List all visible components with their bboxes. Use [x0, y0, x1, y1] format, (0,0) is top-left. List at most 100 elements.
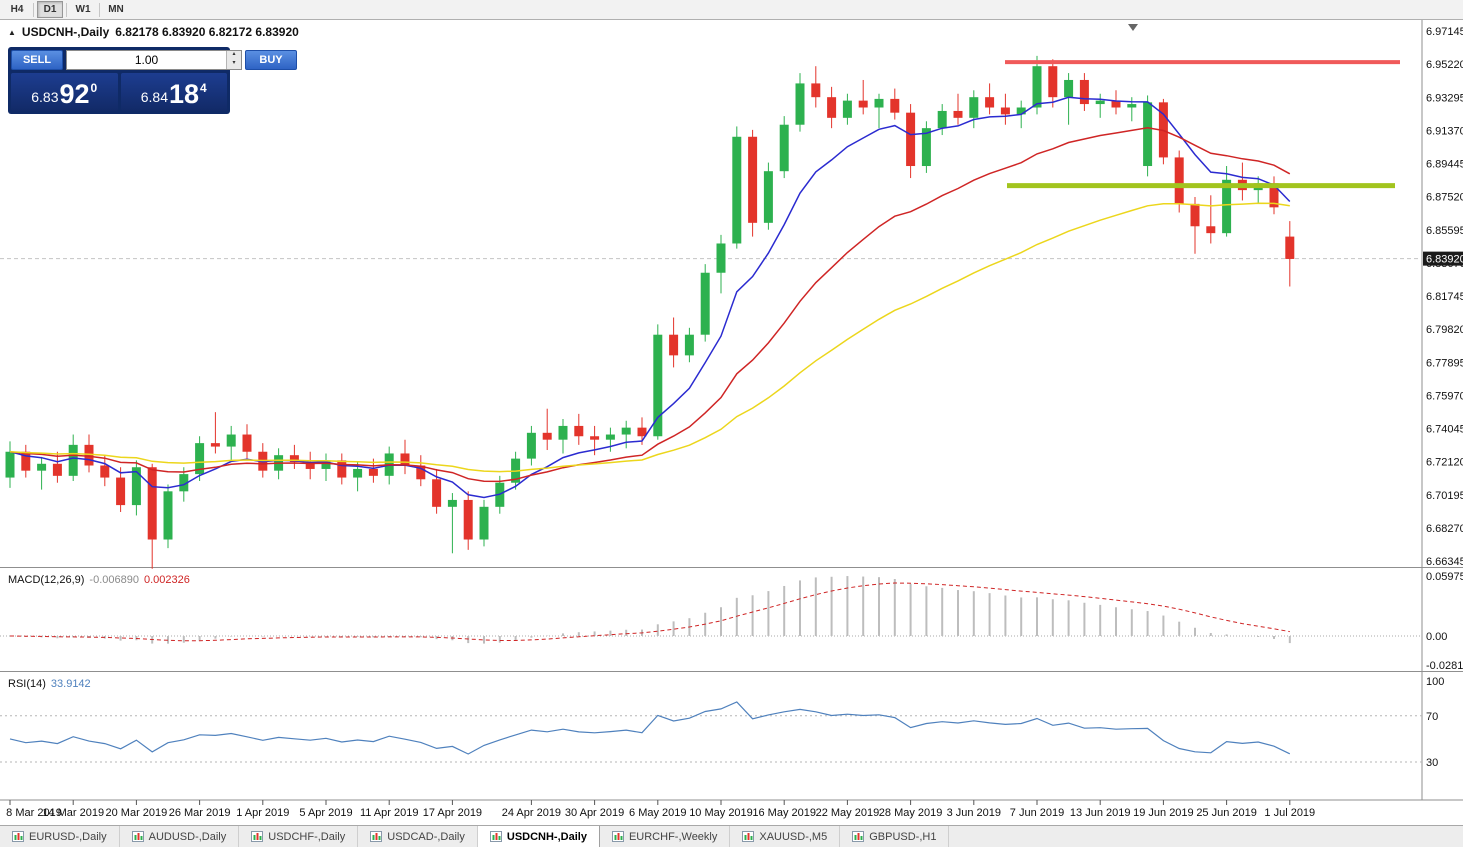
toolbar-separator — [33, 2, 34, 17]
svg-text:20 Mar 2019: 20 Mar 2019 — [106, 807, 168, 819]
svg-text:100: 100 — [1426, 676, 1444, 688]
chart-tab-label: EURUSD-,Daily — [29, 830, 107, 843]
sell-price-main: 92 — [59, 79, 90, 109]
tab-chart-icon — [251, 831, 264, 842]
sell-button[interactable]: SELL — [11, 50, 63, 70]
macd-histogram — [24, 576, 1291, 644]
chart-tab-usdcad-daily[interactable]: USDCAD-,Daily — [358, 826, 478, 847]
macd-axis[interactable]: 0.059758 0.00 -0.02816 — [1426, 571, 1463, 672]
svg-text:11 Apr 2019: 11 Apr 2019 — [360, 807, 419, 819]
tab-chart-icon — [370, 831, 383, 842]
svg-text:28 May 2019: 28 May 2019 — [879, 807, 943, 819]
current-price-badge-text: 6.83920 — [1426, 254, 1463, 266]
sell-price-display[interactable]: 6.83 92 0 — [11, 73, 118, 111]
chart-tab-eurusd-daily[interactable]: EURUSD-,Daily — [0, 826, 120, 847]
chart-tab-usdcnh-daily[interactable]: USDCNH-,Daily — [477, 826, 600, 847]
macd-label: MACD(12,26,9) — [8, 574, 85, 586]
chart-tab-audusd-daily[interactable]: AUDUSD-,Daily — [120, 826, 240, 847]
tab-chart-icon — [131, 831, 144, 842]
rsi-line — [9, 701, 1291, 755]
tab-chart-icon — [12, 831, 24, 842]
svg-text:8 Mar 2019: 8 Mar 2019 — [6, 807, 62, 819]
period-button-group: H4 D1 W1 MN — [4, 1, 129, 18]
svg-text:1 Apr 2019: 1 Apr 2019 — [236, 807, 289, 819]
one-click-collapse-icon[interactable]: ▲ — [8, 27, 16, 37]
price-axis[interactable]: 6.97145 6.95220 6.93295 6.91370 6.89445 6.875… — [1426, 26, 1463, 568]
svg-text:30: 30 — [1426, 757, 1438, 769]
volume-increase-button[interactable]: ▴ — [227, 51, 241, 60]
svg-text:6.97145: 6.97145 — [1426, 26, 1463, 38]
svg-text:6.87520: 6.87520 — [1426, 192, 1463, 204]
svg-text:6 May 2019: 6 May 2019 — [629, 807, 686, 819]
chart-tab-label: USDCHF-,Daily — [268, 830, 346, 843]
svg-text:-0.02816: -0.02816 — [1426, 660, 1463, 672]
chart-ohlc-values: 6.82178 6.83920 6.82172 6.83920 — [115, 25, 299, 39]
period-button-d1[interactable]: D1 — [37, 1, 63, 18]
sell-price-pip: 0 — [90, 81, 98, 95]
svg-text:14 Mar 2019: 14 Mar 2019 — [42, 807, 104, 819]
tab-chart-icon — [742, 831, 755, 842]
macd-header: MACD(12,26,9) -0.006890 0.002326 — [8, 574, 190, 586]
svg-text:16 May 2019: 16 May 2019 — [752, 807, 816, 819]
svg-text:5 Apr 2019: 5 Apr 2019 — [299, 807, 352, 819]
svg-text:70: 70 — [1426, 711, 1438, 723]
chart-tab-label: GBPUSD-,H1 — [869, 830, 937, 843]
volume-input[interactable] — [67, 51, 226, 69]
chart-tab-label: AUDUSD-,Daily — [148, 830, 227, 843]
macd-signal-line — [9, 582, 1290, 642]
svg-text:6.72120: 6.72120 — [1426, 457, 1463, 469]
svg-text:13 Jun 2019: 13 Jun 2019 — [1070, 807, 1131, 819]
svg-text:6.85595: 6.85595 — [1426, 225, 1463, 237]
svg-text:17 Apr 2019: 17 Apr 2019 — [423, 807, 482, 819]
svg-text:6.77895: 6.77895 — [1426, 357, 1463, 369]
moving-average-line-21 — [9, 127, 1291, 483]
chart-tab-usdchf-daily[interactable]: USDCHF-,Daily — [239, 826, 359, 847]
rsi-axis[interactable]: 100 70 30 — [1426, 676, 1444, 769]
sell-price-prefix: 6.83 — [31, 89, 59, 105]
period-button-w1[interactable]: W1 — [70, 1, 96, 18]
chart-tab-label: USDCAD-,Daily — [387, 830, 465, 843]
buy-price-pip: 4 — [200, 81, 207, 95]
buy-button[interactable]: BUY — [245, 50, 297, 70]
rsi-label: RSI(14) — [8, 678, 46, 690]
svg-text:1 Jul 2019: 1 Jul 2019 — [1264, 807, 1315, 819]
volume-input-group: ▴ ▾ — [66, 50, 242, 70]
svg-text:6.75970: 6.75970 — [1426, 390, 1463, 402]
svg-text:0.00: 0.00 — [1426, 631, 1447, 643]
svg-text:22 May 2019: 22 May 2019 — [816, 807, 880, 819]
svg-text:6.68270: 6.68270 — [1426, 523, 1463, 535]
svg-text:6.93295: 6.93295 — [1426, 92, 1463, 104]
volume-spinner: ▴ ▾ — [226, 51, 241, 69]
svg-text:25 Jun 2019: 25 Jun 2019 — [1196, 807, 1257, 819]
chart-tab-gbpusd-h1[interactable]: GBPUSD-,H1 — [840, 826, 950, 847]
chart-canvas[interactable]: 6.97145 6.95220 6.93295 6.91370 6.89445 6.875… — [0, 20, 1463, 825]
buy-price-main: 18 — [169, 79, 200, 109]
period-button-mn[interactable]: MN — [103, 1, 129, 18]
tab-chart-icon — [611, 831, 624, 842]
svg-text:19 Jun 2019: 19 Jun 2019 — [1133, 807, 1194, 819]
chart-tab-xauusd-m5[interactable]: XAUUSD-,M5 — [730, 826, 841, 847]
chart-tab-label: USDCNH-,Daily — [506, 830, 587, 843]
svg-text:24 Apr 2019: 24 Apr 2019 — [502, 807, 561, 819]
toolbar-separator — [66, 2, 67, 17]
macd-signal-value: 0.002326 — [143, 574, 190, 586]
chart-tab-label: XAUUSD-,M5 — [759, 830, 828, 843]
candles-layer — [5, 55, 1295, 569]
svg-text:6.70195: 6.70195 — [1426, 490, 1463, 502]
chart-region: 6.97145 6.95220 6.93295 6.91370 6.89445 6.875… — [0, 20, 1463, 825]
chart-tab-eurchf-weekly[interactable]: EURCHF-,Weekly — [600, 826, 731, 847]
toolbar-separator — [99, 2, 100, 17]
macd-main-value: -0.006890 — [89, 574, 139, 586]
svg-text:6.66345: 6.66345 — [1426, 556, 1463, 568]
period-button-h4[interactable]: H4 — [4, 1, 30, 18]
chart-shift-marker-icon[interactable] — [1128, 24, 1138, 31]
buy-price-display[interactable]: 6.84 18 4 — [120, 73, 227, 111]
tab-chart-icon — [489, 831, 502, 842]
svg-text:10 May 2019: 10 May 2019 — [689, 807, 753, 819]
svg-text:6.91370: 6.91370 — [1426, 125, 1463, 137]
svg-text:26 Mar 2019: 26 Mar 2019 — [169, 807, 231, 819]
moving-average-line-8 — [9, 96, 1291, 499]
current-price-badge — [1423, 251, 1463, 266]
volume-decrease-button[interactable]: ▾ — [227, 60, 241, 69]
